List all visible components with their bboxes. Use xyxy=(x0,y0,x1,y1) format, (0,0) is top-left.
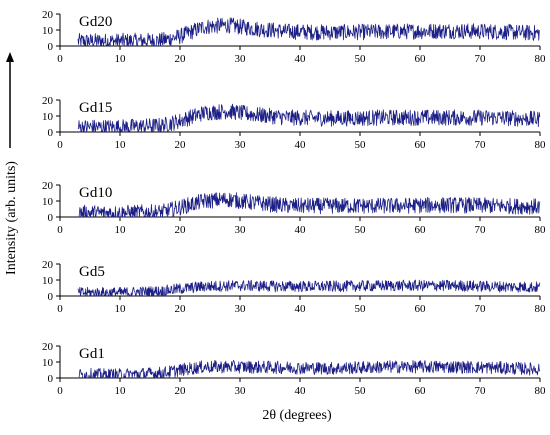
x-tick-label: 30 xyxy=(235,139,247,151)
x-tick-label: 0 xyxy=(57,385,63,397)
x-tick-label: 70 xyxy=(475,385,487,397)
y-tick-label: 20 xyxy=(42,9,54,21)
x-axis-title: 2θ (degrees) xyxy=(262,408,332,423)
x-tick-label: 40 xyxy=(295,385,307,397)
y-tick-label: 0 xyxy=(48,41,54,53)
x-tick-label: 80 xyxy=(535,385,547,397)
series-line-gd5 xyxy=(77,279,541,297)
y-tick-label: 10 xyxy=(42,275,54,287)
x-tick-label: 20 xyxy=(175,139,187,151)
x-tick-label: 50 xyxy=(355,224,367,236)
x-tick-label: 0 xyxy=(57,53,63,65)
series-label-gd10: Gd10 xyxy=(79,185,112,201)
panel-gd15: 0 10 20 0 10 20 30 40 50 60 70 80 Gd15 xyxy=(42,95,546,151)
x-tick-label: 40 xyxy=(295,139,307,151)
series-label-gd15: Gd15 xyxy=(79,100,112,116)
series-line-gd15 xyxy=(77,103,541,133)
series-line-gd1 xyxy=(78,359,541,379)
series-line-gd20 xyxy=(77,17,541,47)
y-tick-label: 0 xyxy=(48,212,54,224)
series-label-gd1: Gd1 xyxy=(79,346,105,362)
y-tick-label: 0 xyxy=(48,127,54,139)
y-tick-label: 0 xyxy=(48,373,54,385)
x-tick-label: 20 xyxy=(175,53,187,65)
y-axis-title: Intensity (arb. units) xyxy=(4,161,19,275)
y-tick-label: 10 xyxy=(42,25,54,37)
x-tick-label: 50 xyxy=(355,303,367,315)
x-tick-label: 60 xyxy=(415,303,427,315)
x-tick-label: 10 xyxy=(115,385,127,397)
x-tick-label: 10 xyxy=(115,224,127,236)
x-tick-label: 0 xyxy=(57,303,63,315)
x-tick-label: 40 xyxy=(295,224,307,236)
x-tick-label: 0 xyxy=(57,224,63,236)
x-tick-label: 70 xyxy=(475,139,487,151)
x-tick-label: 10 xyxy=(115,53,127,65)
x-tick-label: 80 xyxy=(535,53,547,65)
x-tick-label: 60 xyxy=(415,139,427,151)
y-tick-label: 0 xyxy=(48,291,54,303)
x-tick-label: 50 xyxy=(355,385,367,397)
series-label-gd20: Gd20 xyxy=(79,14,112,30)
y-tick-label: 20 xyxy=(42,259,54,271)
x-tick-label: 20 xyxy=(175,303,187,315)
x-tick-label: 30 xyxy=(235,303,247,315)
y-tick-label: 10 xyxy=(42,357,54,369)
x-tick-label: 80 xyxy=(535,303,547,315)
x-tick-label: 10 xyxy=(115,139,127,151)
x-tick-label: 70 xyxy=(475,53,487,65)
x-tick-label: 80 xyxy=(535,224,547,236)
x-tick-label: 30 xyxy=(235,224,247,236)
x-tick-label: 0 xyxy=(57,139,63,151)
x-tick-label: 40 xyxy=(295,53,307,65)
x-tick-label: 80 xyxy=(535,139,547,151)
panels: 0 10 20 0 10 20 30 40 50 60 70 80 Gd20 0 10 20 0 10 20 30 40… xyxy=(42,9,546,397)
x-tick-label: 50 xyxy=(355,139,367,151)
panel-gd1: 0 10 20 0 10 20 30 40 50 60 70 80 Gd1 xyxy=(42,341,546,397)
x-tick-label: 30 xyxy=(235,385,247,397)
panel-gd20: 0 10 20 0 10 20 30 40 50 60 70 80 Gd20 xyxy=(42,9,546,65)
y-tick-label: 10 xyxy=(42,111,54,123)
x-tick-label: 60 xyxy=(415,53,427,65)
y-tick-label: 20 xyxy=(42,341,54,353)
y-axis-arrow xyxy=(6,52,14,148)
x-tick-label: 20 xyxy=(175,224,187,236)
series-line-gd10 xyxy=(78,192,541,218)
panel-gd5: 0 10 20 0 10 20 30 40 50 60 70 80 Gd5 xyxy=(42,259,546,315)
x-tick-label: 40 xyxy=(295,303,307,315)
x-tick-label: 60 xyxy=(415,385,427,397)
x-tick-label: 60 xyxy=(415,224,427,236)
x-tick-label: 70 xyxy=(475,303,487,315)
x-tick-label: 30 xyxy=(235,53,247,65)
panel-gd10: 0 10 20 0 10 20 30 40 50 60 70 80 Gd10 xyxy=(42,180,546,236)
x-tick-label: 20 xyxy=(175,385,187,397)
x-tick-label: 50 xyxy=(355,53,367,65)
y-tick-label: 20 xyxy=(42,95,54,107)
y-tick-label: 10 xyxy=(42,196,54,208)
x-tick-label: 70 xyxy=(475,224,487,236)
series-label-gd5: Gd5 xyxy=(79,264,105,280)
y-tick-label: 20 xyxy=(42,180,54,192)
x-tick-label: 10 xyxy=(115,303,127,315)
